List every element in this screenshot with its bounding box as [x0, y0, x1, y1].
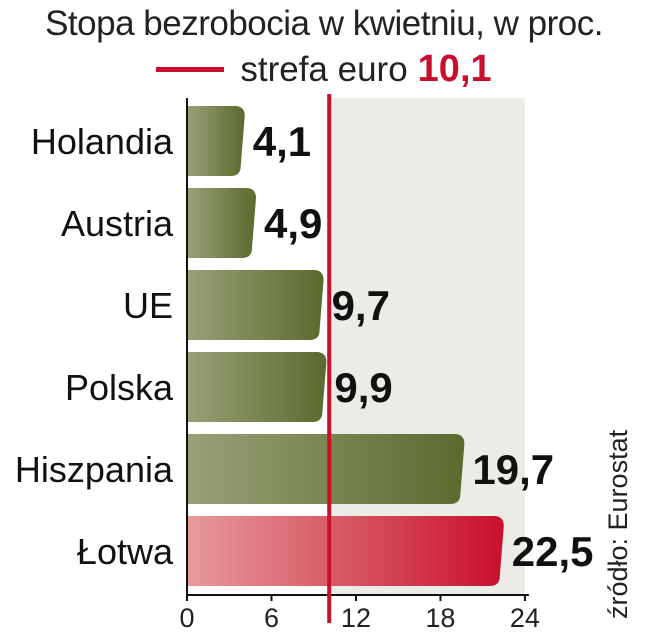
- x-tick-label: 6: [264, 603, 279, 633]
- bar-ue: [187, 270, 324, 340]
- value-label: 4,9: [264, 200, 322, 247]
- reference-value: 10,1: [417, 48, 492, 90]
- value-label: 9,7: [332, 282, 390, 329]
- bar-łotwa: [187, 516, 504, 586]
- x-tick-label: 24: [510, 603, 540, 633]
- bar-polska: [187, 352, 327, 422]
- category-label: Łotwa: [77, 531, 174, 572]
- category-label: Polska: [65, 367, 174, 408]
- reference-zone: [329, 98, 525, 595]
- bar-hiszpania: [187, 434, 465, 504]
- category-label: UE: [123, 285, 173, 326]
- x-tick-label: 18: [425, 603, 455, 633]
- x-tick-label: 12: [341, 603, 371, 633]
- category-label: Hiszpania: [15, 449, 174, 490]
- source-note: źródło: Eurostat: [603, 430, 633, 620]
- value-label: 19,7: [472, 446, 554, 493]
- bar-austria: [187, 188, 256, 258]
- bar-holandia: [187, 106, 245, 176]
- category-label: Holandia: [31, 121, 174, 162]
- chart-title: Stopa bezrobocia w kwietniu, w proc.: [45, 4, 603, 43]
- reference-line-swatch: [156, 67, 225, 72]
- reference-label: strefa euro: [240, 49, 408, 89]
- legend: strefa euro 10,1: [0, 48, 648, 91]
- category-label: Austria: [61, 203, 174, 244]
- value-label: 4,1: [253, 118, 311, 165]
- value-label: 9,9: [334, 364, 392, 411]
- x-tick-label: 0: [179, 603, 194, 633]
- value-label: 22,5: [512, 528, 594, 575]
